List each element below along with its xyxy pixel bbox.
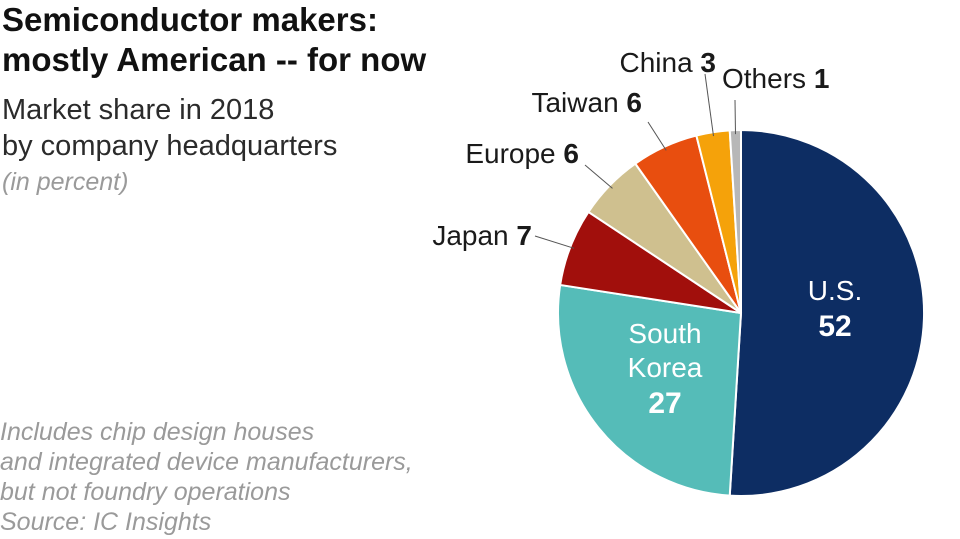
slice-label-taiwan: Taiwan 6 — [531, 87, 642, 118]
slice-label-u-s: U.S. 52 — [808, 275, 862, 343]
footnote-line-1: Includes chip design houses — [0, 418, 315, 446]
slice-label-others: Others 1 — [722, 63, 829, 94]
slice-value-japan: 7 — [516, 220, 532, 251]
units-note: (in percent) — [2, 168, 129, 196]
chart-subtitle: Market share in 2018 by company headquar… — [2, 92, 462, 164]
leader-line-japan — [534, 235, 575, 249]
slice-value-u-s: 52 — [818, 310, 851, 343]
subtitle-line-1: Market share in 2018 — [2, 94, 275, 126]
slice-label-japan: Japan 7 — [432, 220, 532, 251]
footnote-line-3: but not foundry operations — [0, 478, 291, 506]
footnote: Includes chip design houses and integrat… — [0, 417, 520, 537]
slice-label-south-korea: South Korea 27 — [628, 318, 703, 420]
title-line-1: Semiconductor makers: — [2, 1, 378, 38]
leader-line-others — [734, 99, 736, 135]
source-note: Source: IC Insights — [0, 508, 212, 536]
footnote-line-2: and integrated device manufacturers, — [0, 448, 413, 476]
title-line-2: mostly American -- for now — [2, 41, 427, 78]
leader-line-china — [704, 73, 714, 137]
slice-value-china: 3 — [700, 47, 716, 78]
pie-slice-south-korea — [557, 283, 743, 497]
pie-slice-u-s — [728, 128, 926, 497]
leader-line-taiwan — [647, 121, 667, 151]
slice-value-others: 1 — [814, 63, 830, 94]
slice-label-china: China 3 — [619, 47, 716, 78]
subtitle-line-2: by company headquarters — [2, 130, 338, 162]
slice-label-europe: Europe 6 — [465, 138, 579, 169]
chart-title: Semiconductor makers: mostly American --… — [2, 0, 562, 80]
slice-value-taiwan: 6 — [626, 87, 642, 118]
slice-value-europe: 6 — [563, 138, 579, 169]
slice-value-south-korea: 27 — [648, 387, 681, 420]
leader-line-europe — [584, 164, 613, 189]
